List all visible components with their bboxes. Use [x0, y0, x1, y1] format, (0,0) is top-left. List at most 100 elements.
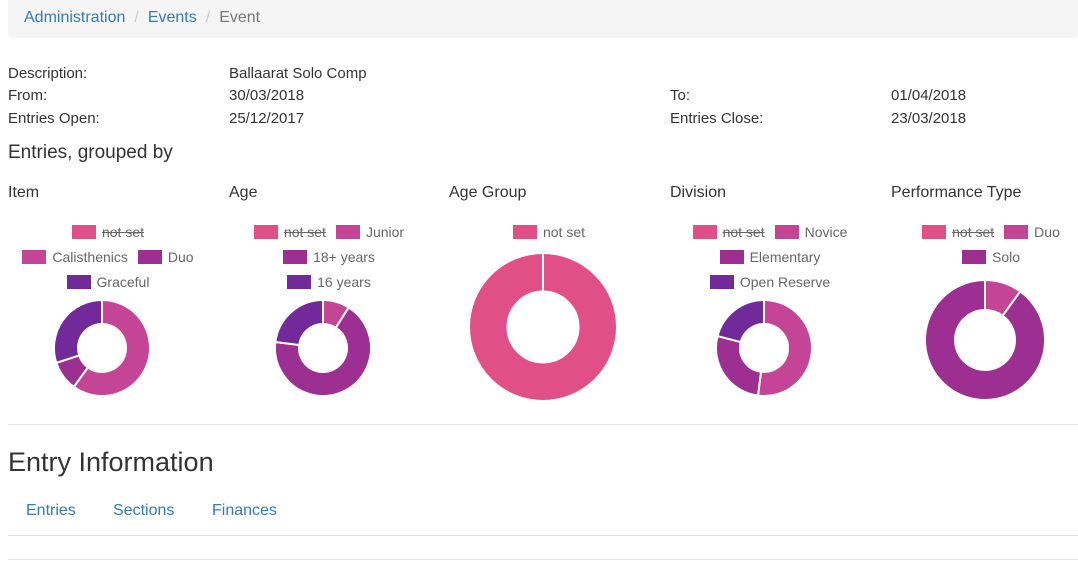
legend-swatch	[335, 225, 360, 239]
donut-chart	[715, 298, 813, 397]
legend-item[interactable]: Junior	[335, 224, 405, 240]
legend-swatch	[512, 225, 537, 239]
legend-label: Duo	[167, 249, 194, 265]
legend-label: Calisthenics	[52, 249, 128, 265]
legend-item[interactable]: Calisthenics	[22, 249, 128, 265]
breadcrumb-separator: /	[205, 9, 211, 26]
legend-label: 16 years	[317, 274, 371, 290]
legend-item[interactable]: Open Reserve	[709, 274, 831, 290]
description-label: Description:	[8, 65, 88, 82]
chart-age-group: Age Group not set	[449, 184, 649, 414]
legend-label: Duo	[1034, 224, 1060, 240]
legend-swatch	[71, 225, 96, 239]
chart-legend-row: Elementary	[670, 249, 870, 265]
chart-legend-row: not set	[8, 224, 208, 240]
legend-label: Junior	[365, 224, 405, 240]
breadcrumb: Administration / Events / Event	[8, 0, 1078, 38]
legend-label: not set	[952, 224, 995, 240]
legend-item[interactable]: not set	[922, 224, 994, 240]
legend-item[interactable]: 18+ years	[283, 249, 375, 265]
chart-slice[interactable]	[924, 278, 1046, 401]
from-value: 30/03/2018	[229, 87, 305, 104]
chart-title: Performance Type	[891, 184, 1022, 201]
legend-label: Graceful	[96, 274, 150, 290]
chart-legend-row: Open Reserve	[670, 274, 870, 290]
chart-slice[interactable]	[53, 298, 103, 365]
breadcrumb-events-link[interactable]: Events	[147, 9, 197, 26]
legend-item[interactable]: Elementary	[719, 249, 820, 265]
entries-open-value: 25/12/2017	[229, 110, 305, 127]
chart-age: Age not set Junior 18+ years 16 years	[229, 184, 429, 414]
tab-entries[interactable]: Entries	[26, 502, 76, 519]
chart-title: Age Group	[449, 184, 527, 201]
breadcrumb-current: Event	[219, 9, 261, 26]
legend-item[interactable]: not set	[253, 224, 326, 240]
legend-item[interactable]: Graceful	[66, 274, 150, 290]
chart-performance-type: Performance Type not set Duo Solo	[891, 184, 1078, 414]
legend-swatch	[719, 250, 744, 264]
legend-item[interactable]: not set	[692, 224, 765, 240]
chart-legend-row: not set	[449, 224, 649, 240]
charts-divider	[8, 424, 1078, 425]
legend-swatch	[66, 275, 91, 289]
entries-close-label: Entries Close:	[670, 110, 764, 127]
chart-legend-row: Calisthenics Duo	[8, 249, 208, 265]
legend-swatch	[774, 225, 799, 239]
legend-label: Novice	[804, 224, 848, 240]
entries-open-label: Entries Open:	[8, 110, 100, 127]
donut-chart	[53, 298, 151, 397]
legend-label: Open Reserve	[739, 274, 831, 290]
entries-close-value: 23/03/2018	[891, 110, 967, 127]
legend-item[interactable]: Duo	[137, 249, 194, 265]
legend-item[interactable]: Novice	[774, 224, 848, 240]
legend-item[interactable]: not set	[512, 224, 586, 240]
legend-swatch	[287, 275, 312, 289]
legend-label: not set	[283, 224, 326, 240]
legend-item[interactable]: not set	[71, 224, 145, 240]
chart-title: Division	[670, 184, 727, 201]
legend-swatch	[961, 250, 986, 264]
legend-label: Solo	[991, 249, 1021, 265]
donut-chart	[470, 253, 616, 400]
legend-swatch	[922, 225, 947, 239]
legend-swatch	[22, 250, 47, 264]
chart-slice[interactable]	[274, 298, 324, 347]
chart-legend-row: not set Novice	[670, 224, 870, 240]
legend-item[interactable]: Solo	[961, 249, 1021, 265]
legend-label: 18+ years	[313, 249, 375, 265]
tab-sections[interactable]: Sections	[113, 502, 175, 519]
chart-legend-row: not set Junior	[229, 224, 429, 240]
chart-division: Division not set Novice Elementary Open Rese…	[670, 184, 870, 414]
chart-legend-row: Solo	[891, 249, 1078, 265]
legend-swatch	[692, 225, 717, 239]
donut-chart	[274, 298, 372, 397]
page-bottom-divider	[8, 559, 1078, 560]
tab-finances[interactable]: Finances	[212, 502, 277, 519]
entry-information-title: Entry Information	[8, 447, 214, 477]
legend-label: not set	[722, 224, 765, 240]
to-value: 01/04/2018	[891, 87, 967, 104]
chart-slice[interactable]	[716, 298, 765, 344]
legend-swatch	[137, 250, 162, 264]
legend-item[interactable]: 16 years	[287, 274, 371, 290]
chart-item: Item not set Calisthenics Duo Graceful	[8, 184, 208, 414]
breadcrumb-administration-link[interactable]: Administration	[24, 9, 126, 26]
chart-legend-row: 16 years	[229, 274, 429, 290]
chart-slice[interactable]	[72, 298, 151, 397]
from-label: From:	[8, 87, 48, 104]
legend-swatch	[1004, 225, 1029, 239]
breadcrumb-separator: /	[134, 9, 139, 26]
legend-label: not set	[542, 224, 586, 240]
chart-legend-row: not set Duo	[891, 224, 1078, 240]
entries-grouped-title: Entries, grouped by	[8, 142, 173, 163]
chart-slice[interactable]	[715, 334, 763, 397]
to-label: To:	[670, 87, 691, 104]
legend-swatch	[253, 225, 278, 239]
legend-item[interactable]: Duo	[1004, 224, 1060, 240]
chart-slice[interactable]	[756, 298, 813, 397]
chart-title: Age	[229, 184, 258, 201]
legend-label: not set	[101, 224, 145, 240]
legend-swatch	[283, 250, 308, 264]
legend-swatch	[709, 275, 734, 289]
chart-slice[interactable]	[274, 306, 372, 397]
